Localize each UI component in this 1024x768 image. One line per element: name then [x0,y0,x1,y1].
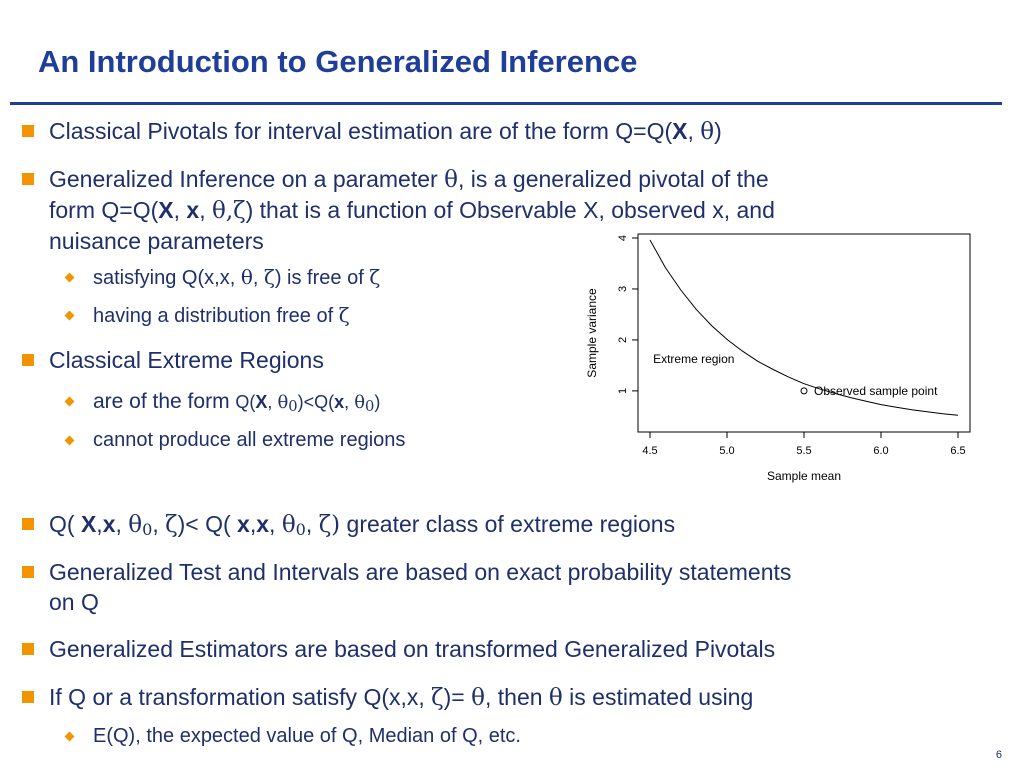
bullet-generalized-estimators: Generalized Estimators are based on tran… [22,634,775,664]
square-bullet-icon [22,518,34,530]
bullet-greater-class: Q( X,x, θ0, ζ)< Q( x,x, θ0, ζ) greater c… [22,509,675,545]
page-number: 6 [995,749,1002,761]
bullet-if-q-transformation: If Q or a transformation satisfy Q(x,x, … [22,682,753,713]
sub-bullet-satisfying: satisfying Q(x,x, θ, ζ) is free of ζ [64,264,380,292]
boundary-curve [649,239,959,416]
sub-bullet-expected-value: E(Q), the expected value of Q, Median of… [64,723,521,750]
bullet-classical-extreme-regions: Classical Extreme Regions [22,345,324,375]
slide-title: An Introduction to Generalized Inference [38,44,638,79]
x-tick-label: 6.0 [873,445,888,457]
square-bullet-icon [22,643,34,655]
square-bullet-icon [22,173,34,185]
y-tick-label: 2 [617,337,629,343]
y-axis-label: Sample variance [585,288,599,378]
bullet-generalized-test: Generalized Test and Intervals are based… [22,557,791,617]
diamond-bullet-icon [64,272,75,283]
y-tick-label: 4 [617,235,629,241]
diamond-bullet-icon [64,396,75,407]
bullet-generalized-inference: Generalized Inference on a parameter θ, … [22,164,775,256]
chart-axes: 4.5 5.0 5.5 6.0 6.5 1 2 3 4 Sample mean Sample var… [585,233,971,483]
diamond-bullet-icon [64,310,75,321]
title-underline [10,102,1002,105]
x-tick-label: 6.5 [950,445,965,457]
sub-bullet-form: are of the form Q(X, θ0)<Q(x, θ0) [64,388,380,420]
observed-point [800,387,808,395]
square-bullet-icon [22,354,34,366]
x-tick-label: 4.5 [642,445,657,457]
x-tick-label: 5.5 [796,445,811,457]
square-bullet-icon [22,691,34,703]
chart-marks: Observed sample point Extreme region [649,239,959,416]
square-bullet-icon [22,125,34,137]
sub-bullet-distribution-free: having a distribution free of ζ [64,302,350,330]
y-tick-label: 1 [617,388,629,394]
extreme-region-label: Extreme region [653,352,734,366]
bullet-classical-pivotals: Classical Pivotals for interval estimati… [22,116,722,147]
diamond-bullet-icon [64,731,75,742]
square-bullet-icon [22,566,34,578]
diamond-bullet-icon [64,435,75,446]
extreme-region-chart: 4.5 5.0 5.5 6.0 6.5 1 2 3 4 Sample mean Sample var… [585,233,971,483]
observed-point-label: Observed sample point [814,384,938,398]
plot-frame [637,233,971,433]
x-tick-label: 5.0 [719,445,734,457]
x-axis-label: Sample mean [767,469,841,483]
sub-bullet-cannot-produce: cannot produce all extreme regions [64,427,405,454]
y-tick-label: 3 [617,286,629,292]
